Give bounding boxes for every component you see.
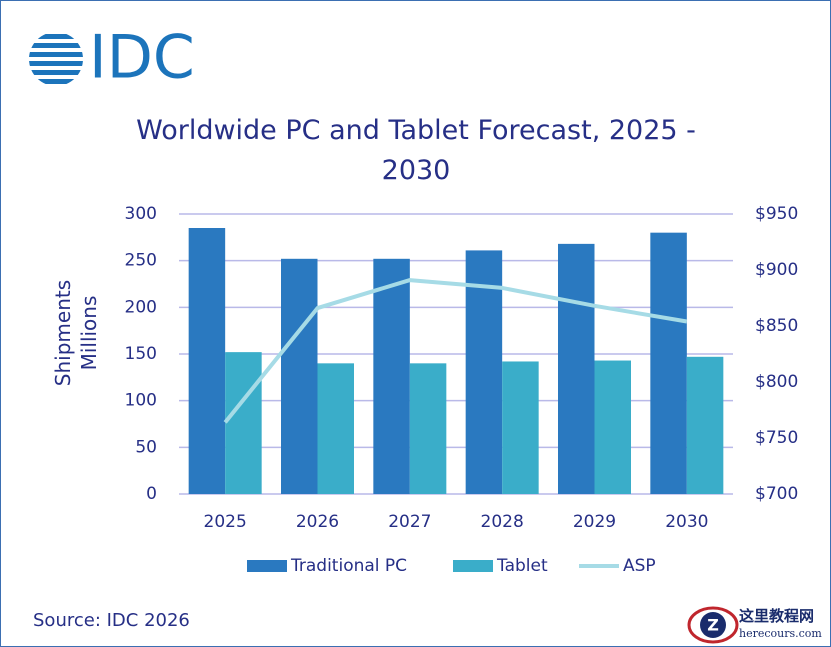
logo-icon <box>29 34 83 84</box>
watermark-title: 这里教程网 <box>739 607 815 625</box>
bar <box>317 363 354 494</box>
y-tick-label: 100 <box>125 391 157 411</box>
y2-tick-label: $750 <box>755 428 798 448</box>
y-axis-label: Shipments Millions <box>51 279 101 387</box>
wm-icon: Z <box>687 606 739 644</box>
chart-title: Worldwide PC and Tablet Forecast, 2025 -… <box>136 115 696 186</box>
legend-swatch <box>453 560 493 572</box>
x-tick-label: 2026 <box>296 512 339 532</box>
source: Source: IDC 2026 <box>33 610 190 631</box>
legend-label: Tablet <box>496 556 548 576</box>
bar <box>373 258 410 494</box>
y-tick-label: 300 <box>125 204 157 224</box>
bar <box>188 228 226 494</box>
bar <box>465 250 503 494</box>
y-tick-label: 50 <box>135 437 157 457</box>
logo: IDC <box>89 23 195 93</box>
y-tick-label: 200 <box>125 297 157 317</box>
y2-tick-label: $700 <box>755 484 798 504</box>
bar <box>281 258 318 494</box>
y2-tick-label: $800 <box>755 372 798 392</box>
y2-tick-label: $850 <box>755 316 798 336</box>
watermark-url: herecours.com <box>739 627 822 640</box>
wm-letter: Z <box>707 616 719 635</box>
y-tick-label: 0 <box>146 484 157 504</box>
x-tick-label: 2025 <box>204 512 247 532</box>
bar <box>650 232 687 494</box>
legend-label: Traditional PC <box>290 556 407 576</box>
y-tick-label: 150 <box>125 344 157 364</box>
y-tick-label: 250 <box>125 251 157 271</box>
bar <box>558 243 595 494</box>
x-tick-label: 2030 <box>665 512 708 532</box>
bar <box>594 360 631 494</box>
bar <box>502 361 539 494</box>
x-tick-label: 2029 <box>573 512 616 532</box>
bar <box>409 363 447 494</box>
legend-label: ASP <box>623 556 656 576</box>
legend-swatch <box>247 560 287 572</box>
y2-tick-label: $950 <box>755 204 798 224</box>
bar <box>225 352 262 494</box>
y2-tick-label: $900 <box>755 260 798 280</box>
x-tick-label: 2028 <box>481 512 524 532</box>
x-tick-label: 2027 <box>388 512 431 532</box>
watermark: 这里教程网 herecours.com <box>739 607 822 643</box>
line <box>223 278 688 424</box>
bar <box>686 356 724 494</box>
